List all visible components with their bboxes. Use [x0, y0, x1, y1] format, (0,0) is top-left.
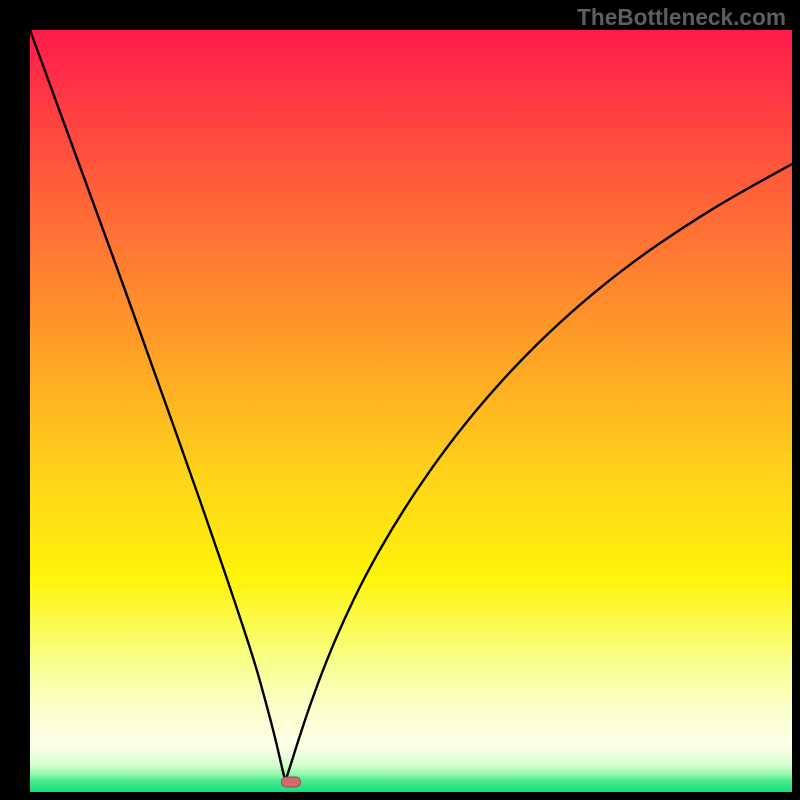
curve-path	[30, 30, 792, 778]
optimal-marker	[281, 777, 301, 788]
chart-frame: TheBottleneck.com	[0, 0, 800, 800]
plot-area	[30, 30, 792, 792]
bottleneck-curve	[30, 30, 792, 792]
watermark-text: TheBottleneck.com	[577, 4, 786, 31]
